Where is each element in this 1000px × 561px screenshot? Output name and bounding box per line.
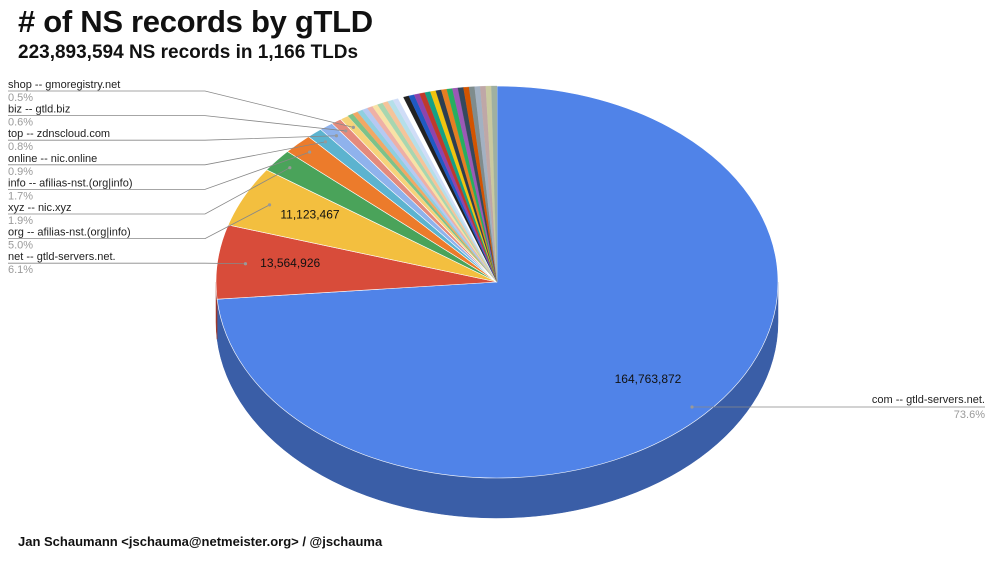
leader-dot-online: [323, 140, 328, 144]
slice-percent-biz: 0.6%: [8, 117, 33, 129]
slice-percent-org: 5.0%: [8, 240, 33, 252]
slice-percent-xyz: 1.9%: [8, 215, 33, 227]
leader-dot-biz: [344, 129, 348, 133]
chart-subtitle: 223,893,594 NS records in 1,166 TLDs: [18, 42, 359, 63]
pie-top: [215, 85, 779, 479]
leader-line-online: [8, 141, 326, 166]
value-label-org: 11,123,467: [280, 208, 339, 222]
slice-label-net: net -- gtld-servers.net.: [8, 251, 116, 263]
leader-dot-com: [690, 405, 694, 409]
leader-dot-shop: [351, 125, 355, 129]
leader-line-xyz: [8, 167, 291, 215]
slice-percent-info: 1.7%: [8, 190, 33, 202]
slice-label-online: online -- nic.online: [8, 153, 97, 165]
value-label-com: 164,763,872: [615, 372, 682, 386]
leader-dot-top: [334, 134, 339, 138]
slice-percent-shop: 0.5%: [8, 92, 33, 104]
chart-title: # of NS records by gTLD: [18, 4, 373, 39]
slice-percent-online: 0.9%: [8, 166, 33, 178]
pie-slice-other: [491, 85, 498, 283]
slice-label-com: com -- gtld-servers.net.: [872, 394, 985, 406]
leader-line-info: [8, 151, 310, 190]
slice-percent-net: 6.1%: [8, 264, 33, 276]
slice-label-top: top -- zdnscloud.com: [8, 128, 110, 140]
leader-dot-info: [308, 150, 312, 154]
leader-dot-org: [267, 203, 272, 207]
slice-percent-com: 73.6%: [954, 409, 985, 421]
slice-label-xyz: xyz -- nic.xyz: [8, 202, 72, 214]
leader-line-net: [8, 262, 246, 265]
leader-line-shop: [8, 90, 354, 128]
slice-label-shop: shop -- gmoregistry.net: [8, 79, 120, 91]
slice-label-biz: biz -- gtld.biz: [8, 104, 70, 116]
leader-line-top: [8, 135, 337, 141]
author-credit: Jan Schaumann <jschauma@netmeister.org> …: [18, 534, 383, 549]
leader-dot-net: [243, 262, 248, 266]
leader-line-org: [8, 204, 270, 240]
slice-label-info: info -- afilias-nst.(org|info): [8, 177, 133, 189]
leader-line-biz: [8, 115, 346, 132]
leader-dot-xyz: [288, 166, 292, 170]
pie-slice-com: [216, 85, 779, 479]
slice-percent-top: 0.8%: [8, 141, 33, 153]
slice-label-org: org -- afilias-nst.(org|info): [8, 227, 131, 239]
value-label-net: 13,564,926: [260, 256, 320, 270]
